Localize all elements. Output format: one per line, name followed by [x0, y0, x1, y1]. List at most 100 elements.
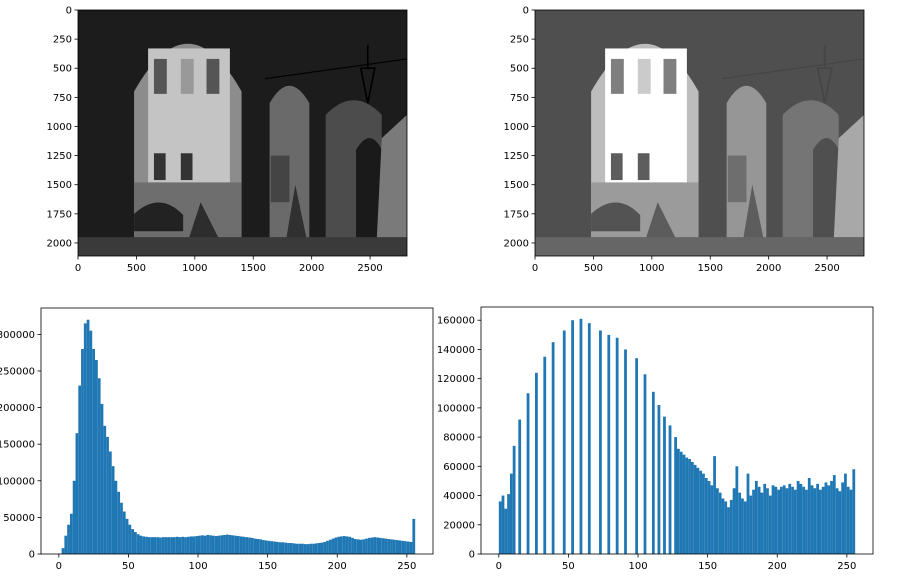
bar [768, 495, 772, 554]
bar [841, 482, 845, 554]
bar [103, 425, 107, 554]
bar [323, 541, 327, 554]
bar [287, 543, 290, 554]
bar [780, 486, 783, 554]
bar [398, 540, 402, 554]
bar [504, 508, 508, 554]
bar [264, 540, 268, 554]
bar [387, 538, 391, 554]
bar [164, 537, 168, 554]
y-tick-label: 100000 [437, 403, 475, 414]
bar [253, 538, 257, 554]
x-tick-label: 1000 [639, 263, 664, 274]
bar [184, 537, 187, 554]
bar [259, 539, 263, 554]
bar [412, 518, 416, 554]
bar [693, 464, 697, 554]
bar [526, 393, 530, 554]
bar [663, 416, 666, 554]
bar [345, 536, 349, 554]
x-tick-label: 100 [628, 561, 647, 572]
photo-content [78, 10, 407, 256]
bar [373, 537, 377, 554]
bar [384, 538, 388, 554]
axes-frame [40, 307, 434, 555]
bar [718, 492, 722, 554]
bar [75, 433, 79, 554]
bar [392, 539, 396, 554]
bar [381, 538, 385, 554]
bar [273, 541, 276, 554]
bar [674, 437, 677, 554]
bar [813, 488, 817, 554]
bar [799, 483, 803, 554]
bar [551, 342, 555, 554]
bar [807, 478, 811, 554]
bar [195, 536, 199, 554]
bar [615, 337, 619, 554]
x-tick-label: 0 [496, 561, 502, 572]
bar [771, 485, 775, 554]
bar [818, 489, 822, 554]
bar [175, 536, 179, 554]
bar [250, 537, 254, 554]
y-tick-label: 1250 [504, 151, 529, 162]
y-tick-label: 80000 [443, 433, 475, 444]
bar [120, 502, 123, 554]
bar [334, 537, 338, 554]
bar [72, 480, 76, 554]
bar [89, 330, 93, 554]
y-tick-label: 0 [66, 6, 72, 17]
bar [159, 537, 162, 554]
bar [192, 536, 196, 554]
bar [395, 540, 399, 554]
bar [359, 539, 363, 554]
bar [409, 541, 413, 554]
bar [131, 529, 134, 554]
x-tick-label: 500 [127, 263, 146, 274]
bar [231, 535, 235, 554]
bar [406, 541, 410, 554]
bar [512, 445, 516, 554]
bar [178, 537, 182, 554]
bar [156, 537, 160, 554]
bar [535, 372, 538, 554]
bar [657, 404, 661, 554]
bar [78, 385, 82, 554]
bar [256, 538, 260, 554]
bar [846, 486, 850, 554]
bar [61, 548, 65, 554]
bar [239, 536, 243, 554]
bar [270, 541, 274, 554]
bar [752, 489, 755, 554]
bar [170, 537, 173, 554]
bar [234, 535, 237, 554]
bar [682, 454, 686, 554]
bar [214, 536, 218, 554]
bar [342, 536, 346, 554]
bar [746, 473, 750, 554]
bar [326, 540, 329, 554]
bar [732, 488, 736, 554]
bar [821, 486, 825, 554]
y-tick-label: 140000 [437, 345, 475, 356]
bar [301, 543, 304, 554]
y-tick-label: 250 [510, 35, 529, 46]
bar [724, 501, 728, 554]
bar [830, 480, 833, 554]
y-tick-label: 2000 [504, 238, 529, 249]
y-tick-label: 2000 [47, 238, 72, 249]
bar [337, 536, 341, 554]
bar [200, 535, 204, 554]
x-tick-label: 2000 [299, 263, 324, 274]
bar [128, 524, 132, 554]
y-tick-label: 1500 [47, 180, 72, 191]
y-tick-label: 40000 [443, 491, 475, 502]
bar [225, 534, 229, 554]
bar [760, 492, 764, 554]
bar [844, 473, 847, 554]
bar [125, 518, 129, 554]
y-tick-label: 60000 [443, 462, 475, 473]
bar [303, 544, 307, 554]
x-tick-label: 150 [698, 561, 717, 572]
